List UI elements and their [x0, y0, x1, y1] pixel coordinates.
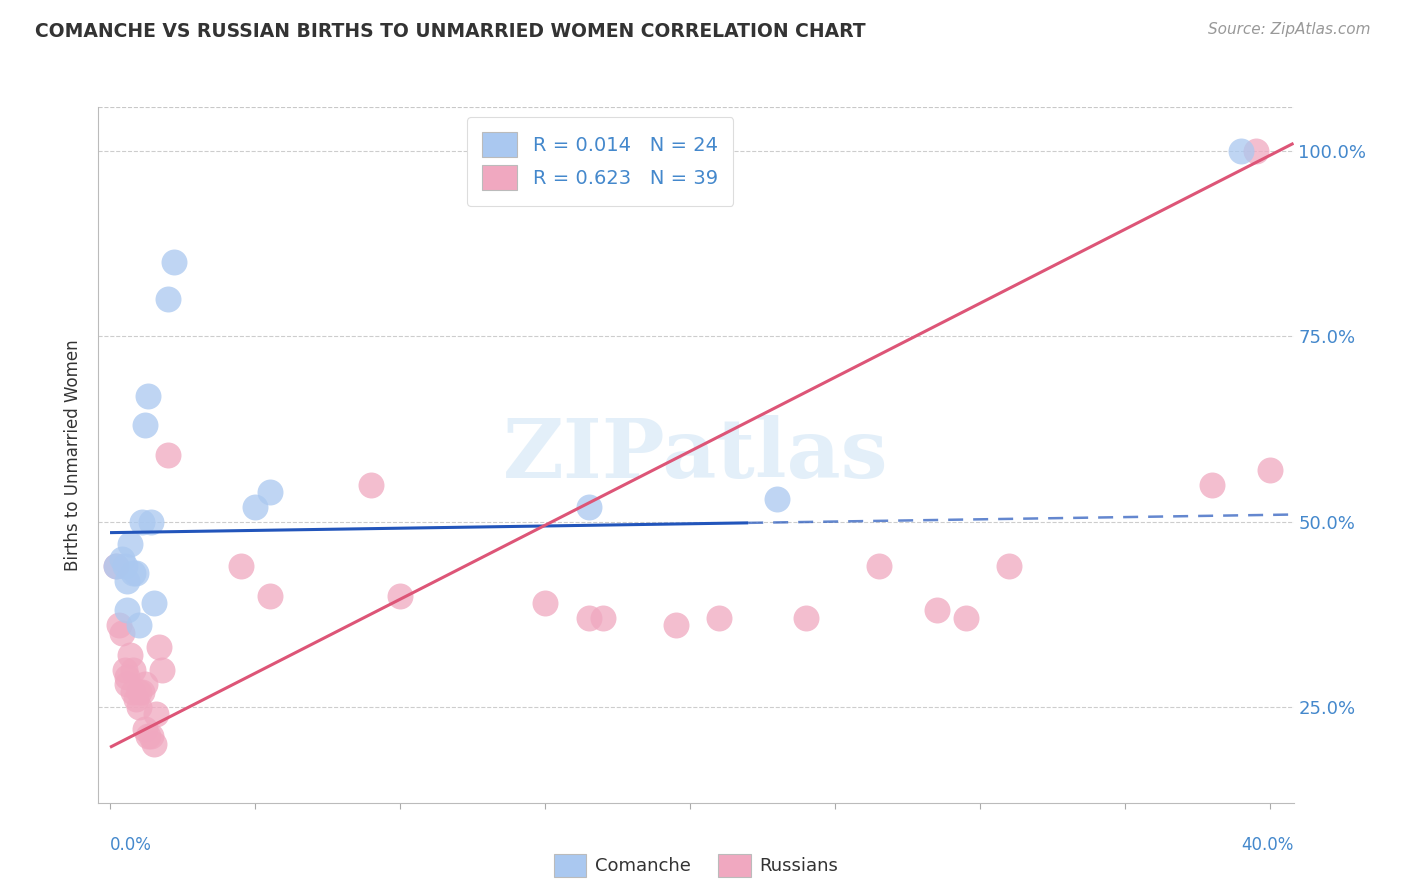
Point [1258, 463, 1281, 477]
Text: Source: ZipAtlas.com: Source: ZipAtlas.com [1208, 22, 1371, 37]
Point [578, 611, 600, 625]
Point [117, 574, 139, 588]
Point [142, 596, 165, 610]
Point [1244, 145, 1267, 159]
Point [111, 625, 134, 640]
Point [955, 611, 977, 625]
Point [122, 566, 145, 581]
Point [117, 677, 139, 691]
Point [104, 558, 127, 573]
Point [259, 484, 281, 499]
Point [125, 566, 148, 581]
Point [134, 677, 156, 691]
Point [163, 255, 186, 269]
Point [104, 558, 127, 573]
Legend: Comanche, Russians: Comanche, Russians [547, 847, 845, 884]
Point [128, 699, 150, 714]
Point [259, 589, 281, 603]
Point [139, 729, 162, 743]
Y-axis label: Births to Unmarried Women: Births to Unmarried Women [65, 339, 83, 571]
Point [122, 685, 145, 699]
Point [157, 448, 180, 462]
Point [120, 648, 142, 662]
Point [122, 663, 145, 677]
Point [794, 611, 817, 625]
Point [389, 589, 412, 603]
Point [128, 618, 150, 632]
Point [592, 611, 614, 625]
Point [131, 685, 153, 699]
Point [145, 706, 167, 721]
Text: 40.0%: 40.0% [1241, 836, 1294, 855]
Point [128, 685, 150, 699]
Point [998, 558, 1021, 573]
Point [868, 558, 890, 573]
Point [709, 611, 731, 625]
Point [139, 515, 162, 529]
Text: ZIPatlas: ZIPatlas [503, 415, 889, 495]
Point [136, 729, 159, 743]
Point [134, 418, 156, 433]
Point [810, 825, 832, 839]
Point [107, 618, 129, 632]
Point [148, 640, 170, 655]
Point [1230, 145, 1253, 159]
Point [665, 618, 688, 632]
Point [131, 515, 153, 529]
Text: COMANCHE VS RUSSIAN BIRTHS TO UNMARRIED WOMEN CORRELATION CHART: COMANCHE VS RUSSIAN BIRTHS TO UNMARRIED … [35, 22, 866, 41]
Point [766, 492, 789, 507]
Point [1201, 477, 1223, 491]
Point [534, 596, 557, 610]
Point [578, 500, 600, 514]
Text: 0.0%: 0.0% [110, 836, 152, 855]
Point [157, 293, 180, 307]
Point [136, 389, 159, 403]
Point [562, 840, 585, 855]
Point [114, 558, 136, 573]
Point [142, 737, 165, 751]
Point [360, 477, 382, 491]
Point [114, 663, 136, 677]
Point [150, 663, 173, 677]
Point [134, 722, 156, 736]
Point [925, 603, 948, 617]
Point [229, 558, 252, 573]
Point [125, 692, 148, 706]
Point [120, 537, 142, 551]
Point [117, 603, 139, 617]
Point [111, 551, 134, 566]
Point [243, 500, 266, 514]
Point [117, 670, 139, 684]
